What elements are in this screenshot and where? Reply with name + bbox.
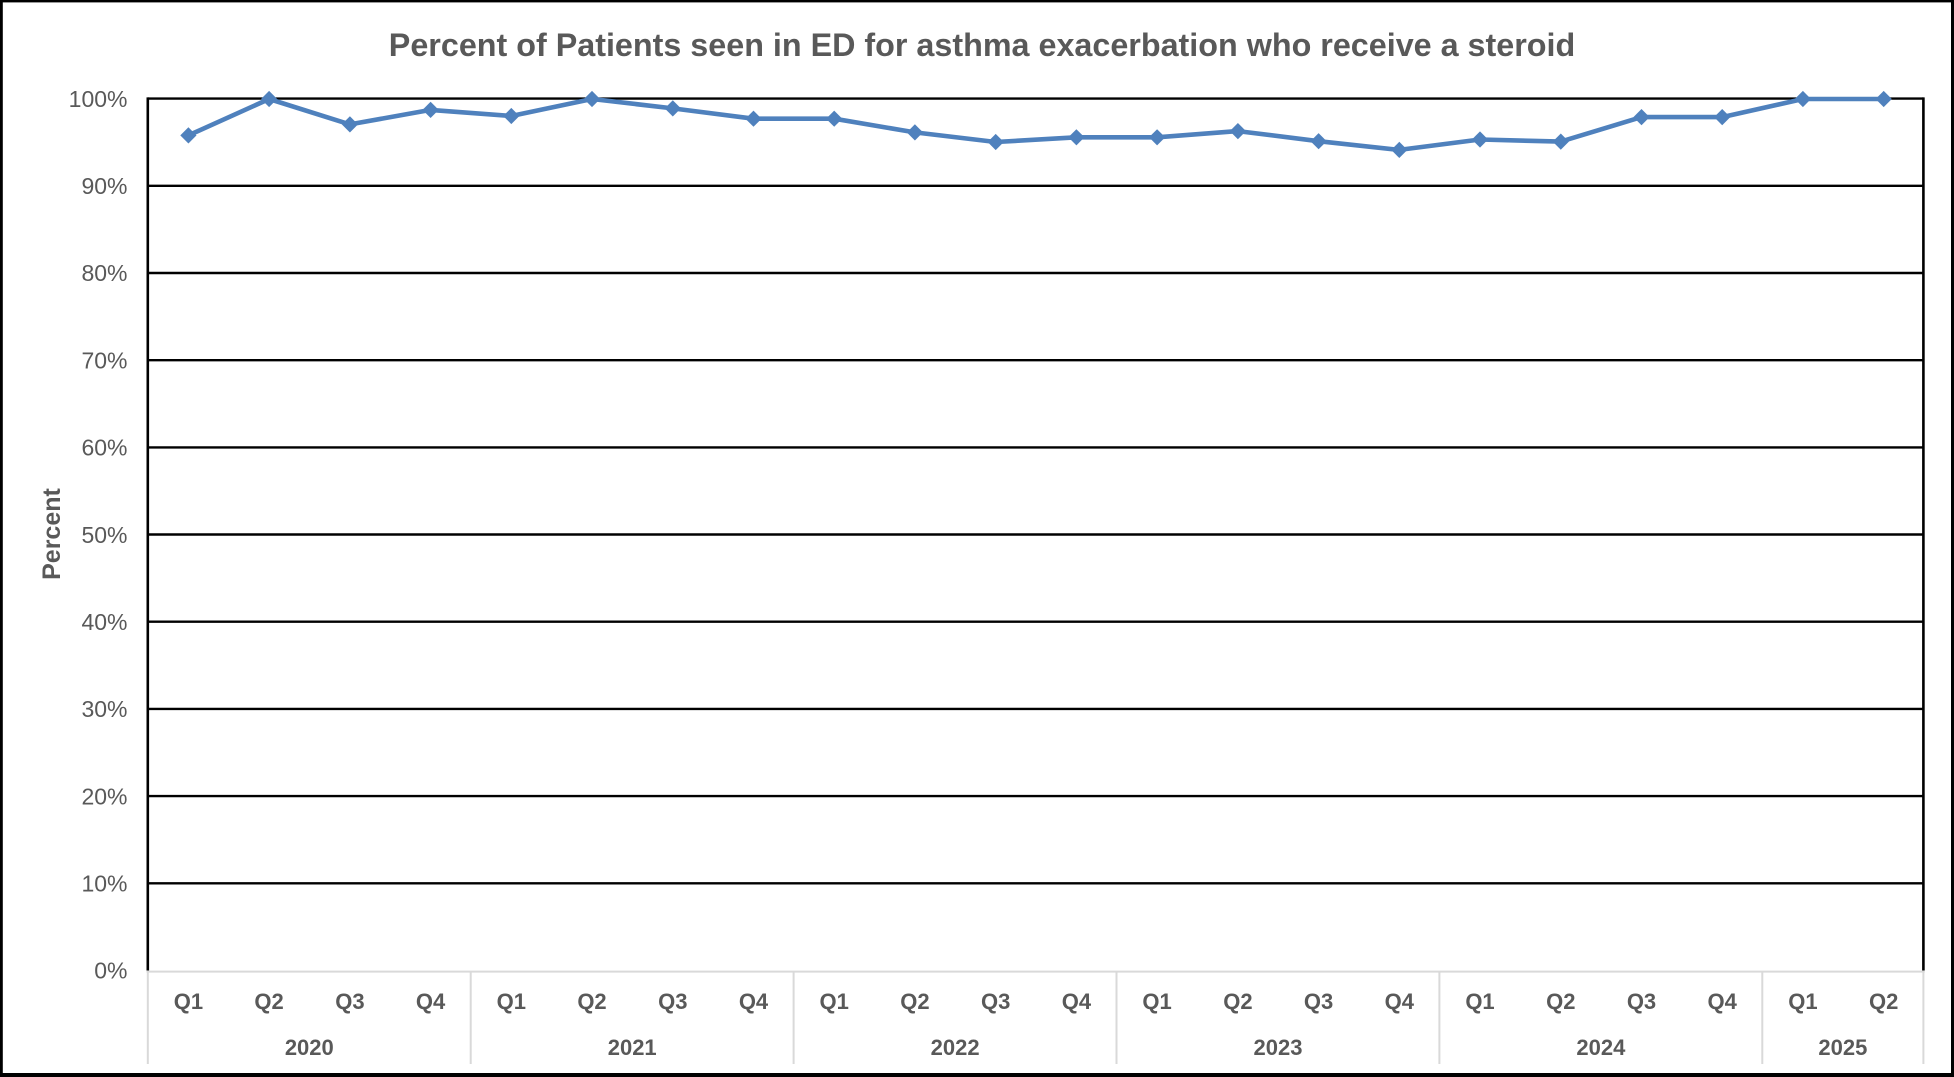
svg-text:2022: 2022 (931, 1035, 980, 1060)
svg-text:Q4: Q4 (739, 989, 769, 1014)
svg-text:2024: 2024 (1576, 1035, 1626, 1060)
svg-text:Q3: Q3 (981, 989, 1010, 1014)
svg-text:90%: 90% (81, 173, 127, 199)
svg-text:Q4: Q4 (1385, 989, 1415, 1014)
svg-text:0%: 0% (94, 958, 127, 984)
svg-text:Q1: Q1 (1142, 989, 1171, 1014)
svg-text:Q2: Q2 (577, 989, 606, 1014)
svg-text:2025: 2025 (1818, 1035, 1867, 1060)
svg-text:Q1: Q1 (1788, 989, 1817, 1014)
svg-text:Q2: Q2 (1869, 989, 1898, 1014)
svg-text:Percent of Patients seen in ED: Percent of Patients seen in ED for asthm… (389, 27, 1575, 63)
svg-text:Q2: Q2 (900, 989, 929, 1014)
svg-text:Q4: Q4 (1708, 989, 1738, 1014)
svg-text:Q4: Q4 (416, 989, 446, 1014)
svg-text:2020: 2020 (285, 1035, 334, 1060)
svg-text:Q1: Q1 (1465, 989, 1494, 1014)
svg-text:Percent: Percent (38, 487, 66, 579)
svg-text:60%: 60% (81, 435, 127, 461)
svg-text:2021: 2021 (608, 1035, 657, 1060)
svg-text:Q1: Q1 (820, 989, 849, 1014)
svg-text:80%: 80% (81, 260, 127, 286)
svg-text:50%: 50% (81, 522, 127, 548)
svg-text:Q1: Q1 (497, 989, 526, 1014)
svg-text:Q4: Q4 (1062, 989, 1092, 1014)
svg-text:Q1: Q1 (174, 989, 203, 1014)
svg-text:40%: 40% (81, 609, 127, 635)
svg-text:Q2: Q2 (254, 989, 283, 1014)
svg-text:Q2: Q2 (1223, 989, 1252, 1014)
svg-text:70%: 70% (81, 347, 127, 373)
svg-text:100%: 100% (69, 86, 128, 112)
svg-text:Q3: Q3 (658, 989, 687, 1014)
svg-text:Q3: Q3 (1627, 989, 1656, 1014)
svg-text:2023: 2023 (1254, 1035, 1303, 1060)
svg-text:30%: 30% (81, 696, 127, 722)
svg-text:Q2: Q2 (1546, 989, 1575, 1014)
svg-text:Q3: Q3 (335, 989, 364, 1014)
svg-text:20%: 20% (81, 783, 127, 809)
svg-text:10%: 10% (81, 871, 127, 897)
svg-text:Q3: Q3 (1304, 989, 1333, 1014)
